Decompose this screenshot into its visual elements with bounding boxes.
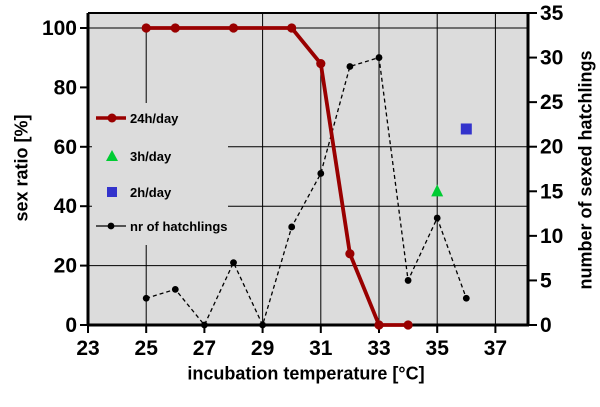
series-24h-point [345, 249, 355, 259]
legend-marker-2h-square-icon [107, 187, 117, 197]
series-24h-point [170, 23, 180, 33]
series-hatchlings-point [433, 214, 441, 222]
y-left-tick-label: 100 [42, 17, 77, 40]
legend-marker-hatchlings-dot-icon [107, 222, 115, 230]
series-hatchlings-point [288, 223, 296, 231]
y-left-tick-label: 20 [54, 255, 77, 278]
x-tick-label: 31 [309, 337, 333, 360]
y-left-tick-label: 0 [65, 314, 77, 337]
series-24h-point [141, 23, 151, 33]
series-hatchlings-point [404, 277, 412, 284]
y-right-tick-label: 35 [540, 2, 564, 25]
y-right-tick-label: 10 [540, 225, 563, 248]
series-hatchlings-line [146, 56, 467, 327]
legend-label-24h: 24h/day [130, 111, 179, 126]
legend-box [92, 103, 228, 245]
series-hatchlings-point [375, 54, 383, 61]
series-hatchlings-point [171, 285, 179, 293]
series-hatchlings-point [462, 294, 470, 302]
y-right-tick-label: 5 [540, 269, 552, 292]
x-tick-label: 27 [193, 337, 216, 360]
y-right-tick-label: 0 [540, 314, 552, 337]
series-24h-point [228, 23, 239, 33]
legend-marker-24h-circle-icon [107, 113, 117, 123]
series-24h-point [403, 320, 413, 330]
series-2h-point [460, 123, 472, 135]
legend-label-3h: 3h/day [130, 149, 172, 164]
y-left-tick-label: 40 [54, 195, 77, 218]
series-3h-point [431, 184, 444, 197]
x-tick-label: 35 [426, 337, 450, 360]
series-24h-point [374, 320, 384, 330]
x-tick-label: 37 [484, 337, 507, 360]
legend-label-2h: 2h/day [130, 185, 172, 200]
series-hatchlings-point [317, 170, 325, 177]
series-24h-point [287, 23, 297, 33]
series-hatchlings-point [346, 63, 354, 70]
y-left-tick-label: 60 [54, 136, 77, 159]
y-right-tick-label: 15 [540, 180, 564, 203]
y-left-tick-label: 80 [54, 76, 77, 99]
series-24h-point [316, 59, 326, 69]
series-hatchlings-point [259, 321, 266, 329]
series-24h-line [146, 26, 409, 327]
y-right-tick-label: 30 [540, 47, 563, 70]
x-axis-title: incubation temperature [°C] [187, 363, 425, 384]
y-axis-title-right: number of sexed hatchlings [575, 50, 596, 290]
x-tick-label: 33 [367, 337, 390, 360]
y-axis-title-left: sex ratio [%] [11, 114, 32, 222]
y-right-tick-label: 20 [540, 136, 563, 159]
x-tick-label: 29 [251, 337, 274, 360]
legend-marker-3h-triangle-icon [106, 150, 118, 161]
x-tick-label: 23 [76, 337, 99, 360]
y-right-tick-label: 25 [540, 91, 564, 114]
legend-label-hatchlings: nr of hatchlings [130, 219, 228, 234]
series-hatchlings-point [142, 294, 150, 302]
series-hatchlings-point [201, 321, 208, 329]
series-hatchlings-point [230, 259, 237, 266]
x-tick-label: 25 [135, 337, 159, 360]
